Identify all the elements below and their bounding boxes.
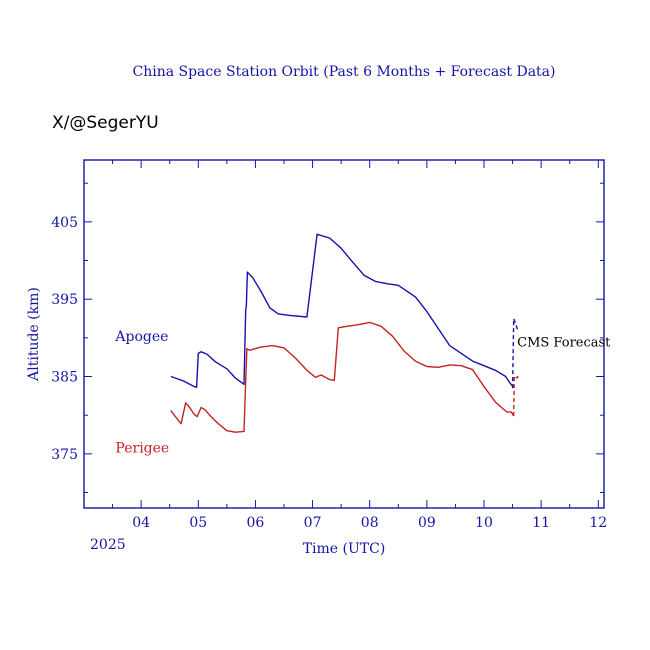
x-tick-label: 07 (304, 515, 322, 531)
series-label: Apogee (114, 329, 168, 345)
y-tick-label: 375 (51, 447, 78, 463)
chart-title: China Space Station Orbit (Past 6 Months… (132, 64, 555, 80)
series-line-0 (170, 233, 515, 389)
plot-frame (83, 159, 605, 509)
series-line-3 (513, 375, 519, 417)
x-tick-label: 04 (132, 515, 150, 531)
x-tick-label: 06 (247, 515, 265, 531)
forecast-annotation: CMS Forecast (517, 335, 611, 350)
series-line-2 (511, 317, 519, 389)
x-tick-label: 08 (361, 515, 379, 531)
series-layer (170, 233, 519, 433)
y-tick-label: 385 (51, 370, 78, 386)
x-tick-label: 12 (589, 515, 607, 531)
axis-ticks (83, 160, 604, 508)
x-tick-label: 11 (532, 515, 550, 531)
y-tick-label: 405 (51, 215, 78, 231)
x-axis-label: Time (UTC) (303, 541, 386, 557)
watermark-text: X/@SegerYU (52, 113, 159, 133)
series-label-layer: Apogee Perigee CMS Forecast (114, 329, 611, 456)
series-label: Perigee (115, 440, 169, 456)
x-tick-label: 05 (189, 515, 207, 531)
x-tick-label: 10 (475, 515, 493, 531)
x-tick-label: 09 (418, 515, 436, 531)
series-line-1 (170, 321, 515, 433)
year-label: 2025 (90, 537, 126, 553)
y-tick-label: 395 (51, 292, 78, 308)
axis-tick-labels: 04 05 06 07 08 09 10 11 12 375 385 395 405 (51, 215, 607, 531)
y-axis-label: Altitude (km) (26, 287, 42, 382)
